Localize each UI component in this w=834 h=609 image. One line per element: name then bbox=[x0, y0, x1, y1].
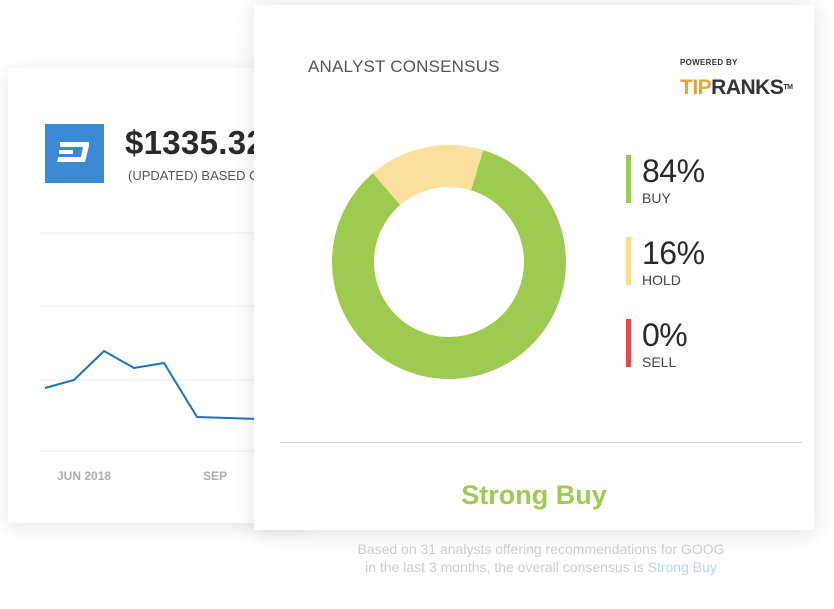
tipranks-logo-tip: TIP bbox=[680, 76, 712, 99]
analyst-consensus-card: ANALYST CONSENSUS POWERED BY TIPRANKSTM … bbox=[254, 5, 814, 530]
consensus-title: ANALYST CONSENSUS bbox=[308, 57, 500, 76]
tipranks-logo-ranks: RANKS bbox=[711, 76, 784, 99]
price-line bbox=[44, 349, 259, 420]
buy-bar bbox=[626, 155, 631, 203]
sell-label: SELL bbox=[642, 354, 677, 370]
donut-slice-hold bbox=[372, 145, 484, 206]
tipranks-logo[interactable]: TIPRANKSTM bbox=[680, 76, 793, 100]
powered-by-label: POWERED BY bbox=[680, 58, 738, 67]
price-subtitle: (UPDATED) BASED O bbox=[128, 168, 260, 183]
sell-percent: 0% bbox=[642, 317, 688, 353]
buy-label: BUY bbox=[642, 190, 671, 206]
caption-line-1: Based on 31 analysts offering recommenda… bbox=[357, 541, 725, 557]
donut-slice-buy bbox=[332, 150, 566, 379]
trademark-mark: TM bbox=[783, 84, 793, 91]
x-tick-label: SEP bbox=[203, 469, 228, 483]
dash-logo-icon bbox=[45, 124, 104, 183]
buy-percent: 84% bbox=[642, 153, 705, 189]
price-value: $1335.32 bbox=[125, 124, 266, 161]
consensus-caption: Based on 31 analysts offering recommenda… bbox=[254, 540, 828, 576]
caption-line-2: in the last 3 months, the overall consen… bbox=[365, 559, 648, 575]
sell-bar bbox=[626, 319, 631, 367]
consensus-verdict: Strong Buy bbox=[461, 480, 607, 510]
hold-percent: 16% bbox=[642, 235, 705, 271]
hold-bar bbox=[626, 237, 631, 285]
x-tick-label: JUN 2018 bbox=[57, 469, 112, 483]
hold-label: HOLD bbox=[642, 272, 681, 288]
caption-highlight-link[interactable]: Strong Buy bbox=[647, 559, 717, 575]
consensus-donut-chart bbox=[332, 145, 566, 379]
divider bbox=[280, 442, 802, 443]
